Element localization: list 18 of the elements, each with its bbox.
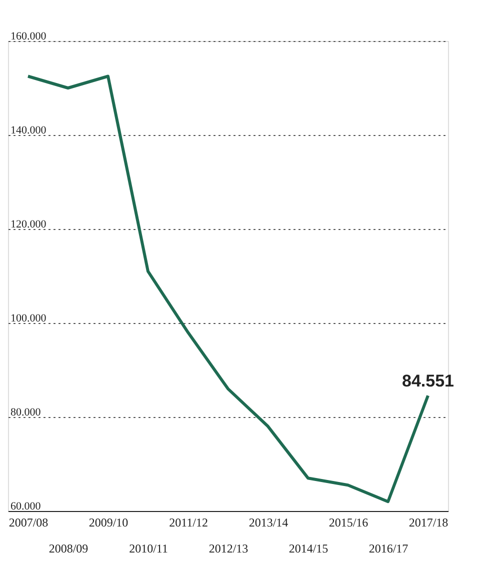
y-tick-label: 100.000 xyxy=(10,312,47,324)
data-label: 84.551 xyxy=(402,372,454,391)
y-tick-label: 80.000 xyxy=(10,406,42,418)
y-tick-label: 140.000 xyxy=(10,124,47,136)
y-tick-label: 160.000 xyxy=(10,30,47,42)
x-tick-label: 2013/14 xyxy=(248,516,288,530)
x-tick-label: 2012/13 xyxy=(208,542,248,556)
x-tick-label: 2011/12 xyxy=(169,516,208,530)
y-tick-label: 120.000 xyxy=(10,218,47,230)
x-tick-label: 2010/11 xyxy=(129,542,168,556)
x-tick-label: 2017/18 xyxy=(408,516,448,530)
x-tick-label: 2015/16 xyxy=(328,516,368,530)
x-tick-label: 2008/09 xyxy=(48,542,88,556)
x-tick-label: 2014/15 xyxy=(288,542,328,556)
y-tick-label: 60.000 xyxy=(10,500,42,512)
x-tick-label: 2009/10 xyxy=(88,516,128,530)
x-tick-label: 2016/17 xyxy=(368,542,408,556)
x-tick-label: 2007/08 xyxy=(8,516,48,530)
